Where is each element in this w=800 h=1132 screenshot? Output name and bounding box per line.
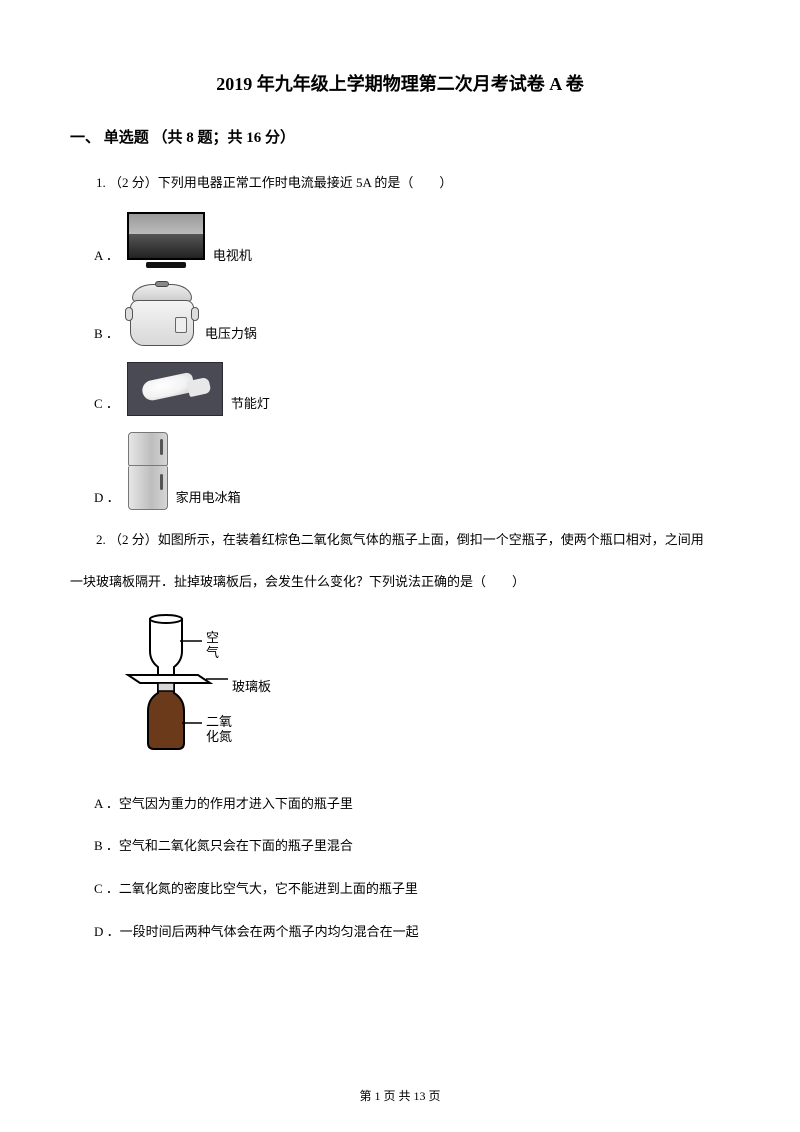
lamp-icon (127, 362, 223, 416)
page-title: 2019 年九年级上学期物理第二次月考试卷 A 卷 (70, 70, 730, 96)
option-label: 电压力锅 (205, 323, 257, 346)
q2-stem-line2: 一块玻璃板隔开．扯掉玻璃板后，会发生什么变化？下列说法正确的是（ ） (70, 568, 730, 597)
page-footer: 第 1 页 共 13 页 (0, 1087, 800, 1104)
option-letter: C ． (94, 393, 119, 416)
section-header: 一、 单选题 （共 8 题；共 16 分） (70, 126, 730, 147)
q1-option-b: B ． 电压力锅 (70, 284, 730, 346)
q2-option-a: A ．空气因为重力的作用才进入下面的瓶子里 (70, 790, 730, 819)
q2-option-b: B ．空气和二氧化氮只会在下面的瓶子里混合 (70, 832, 730, 861)
q2-option-c: C ．二氧化氮的密度比空气大，它不能进到上面的瓶子里 (70, 875, 730, 904)
q2-diagram: 空气 玻璃板 二氧 化氮 (70, 611, 730, 766)
option-letter: D ． (94, 487, 120, 510)
q2-stem-line1: 2. （2 分）如图所示，在装着红棕色二氧化氮气体的瓶子上面，倒扣一个空瓶子，使… (70, 526, 730, 555)
option-label: 电视机 (213, 245, 252, 268)
option-label: 家用电冰箱 (176, 487, 241, 510)
option-label: 节能灯 (231, 393, 270, 416)
option-letter: A ． (94, 245, 119, 268)
diagram-label-bot2: 化氮 (206, 729, 232, 744)
fridge-icon (128, 432, 168, 510)
q1-stem: 1. （2 分）下列用电器正常工作时电流最接近 5A 的是（ ） (70, 169, 730, 198)
diagram-label-bot1: 二氧 (206, 714, 232, 729)
tv-icon (127, 212, 205, 268)
diagram-label-mid: 玻璃板 (232, 679, 271, 694)
option-letter: B ． (94, 323, 119, 346)
q1-option-a: A ． 电视机 (70, 212, 730, 268)
q1-option-d: D ． 家用电冰箱 (70, 432, 730, 510)
q1-option-c: C ． 节能灯 (70, 362, 730, 416)
diagram-label-top: 空气 (206, 630, 220, 660)
q2-option-d: D ．一段时间后两种气体会在两个瓶子内均匀混合在一起 (70, 918, 730, 947)
pressure-cooker-icon (127, 284, 197, 346)
